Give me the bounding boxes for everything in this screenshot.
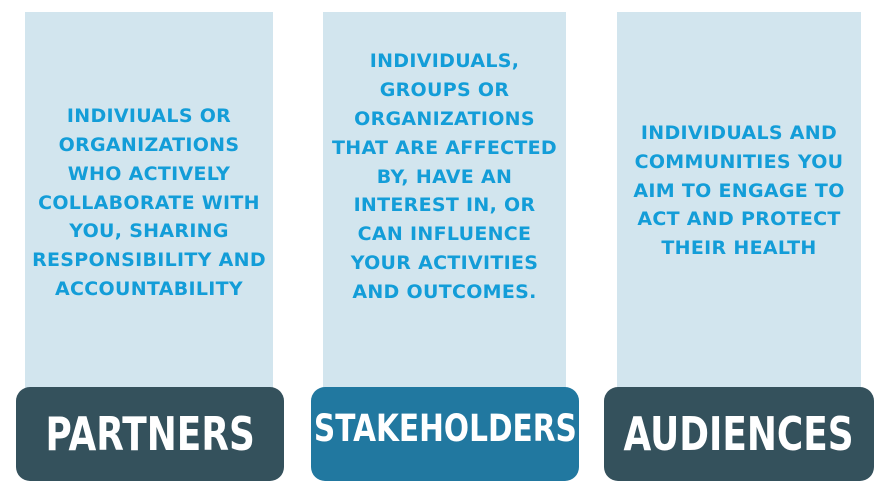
audiences-label-text: AUDIENCES [623, 407, 855, 461]
audiences-label: AUDIENCES [604, 387, 874, 481]
partners-card: INDIVIUALS OR ORGANIZATIONS WHO ACTIVELY… [25, 12, 273, 390]
stakeholders-label: STAKEHOLDERS [311, 387, 579, 481]
audiences-card: INDIVIDUALS AND COMMUNITIES YOU AIM TO E… [617, 12, 861, 390]
partners-label: PARTNERS [16, 387, 284, 481]
stakeholders-card: INDIVIDUALS, GROUPS OR ORGANIZATIONS THA… [323, 12, 566, 390]
partners-description: INDIVIUALS OR ORGANIZATIONS WHO ACTIVELY… [32, 105, 266, 300]
partners-label-text: PARTNERS [45, 407, 255, 461]
stakeholders-description: INDIVIDUALS, GROUPS OR ORGANIZATIONS THA… [332, 50, 557, 303]
stakeholders-label-text: STAKEHOLDERS [313, 406, 577, 450]
audiences-description: INDIVIDUALS AND COMMUNITIES YOU AIM TO E… [633, 122, 845, 260]
